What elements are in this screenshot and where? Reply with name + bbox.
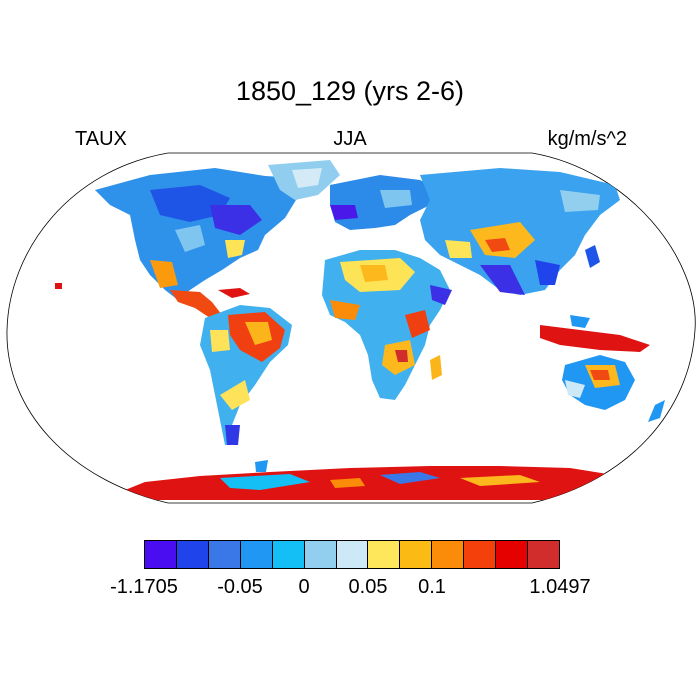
colorbar-swatch bbox=[496, 541, 529, 568]
colorbar-swatch bbox=[432, 541, 465, 568]
colorbar-swatch bbox=[368, 541, 401, 568]
central-america bbox=[170, 290, 222, 318]
new-zealand bbox=[648, 400, 665, 422]
colorbar-swatch bbox=[240, 541, 273, 568]
colorbar-tick-label: 0 bbox=[298, 576, 310, 598]
north-america bbox=[95, 168, 312, 300]
variable-label: TAUX bbox=[75, 128, 127, 150]
colorbar-tick-label: -0.05 bbox=[217, 576, 263, 598]
colorbar bbox=[144, 540, 560, 569]
colorbar-swatch bbox=[400, 541, 433, 568]
colorbar-tick-label: 0.1 bbox=[418, 576, 446, 598]
colorbar-tick-label: 0.05 bbox=[348, 576, 388, 598]
japan bbox=[585, 245, 600, 268]
colorbar-swatch bbox=[145, 541, 177, 568]
season-label: JJA bbox=[333, 128, 367, 150]
madagascar bbox=[430, 355, 442, 380]
colorbar-swatch bbox=[336, 541, 369, 568]
colorbar-swatch bbox=[464, 541, 497, 568]
antarctica bbox=[100, 466, 640, 500]
colorbar-swatch bbox=[272, 541, 305, 568]
colorbar-swatch bbox=[208, 541, 241, 568]
africa bbox=[322, 250, 450, 400]
map-title: 1850_129 (yrs 2-6) bbox=[235, 76, 465, 106]
colorbar-tick-label: 1.0497 bbox=[529, 576, 591, 598]
colorbar-tick-label: -1.1705 bbox=[110, 576, 178, 598]
colorbar-swatch bbox=[176, 541, 209, 568]
colorbar-swatch bbox=[528, 541, 559, 568]
units-label: kg/m/s^2 bbox=[547, 128, 627, 150]
indonesia bbox=[540, 325, 650, 352]
colorbar-swatch bbox=[304, 541, 337, 568]
